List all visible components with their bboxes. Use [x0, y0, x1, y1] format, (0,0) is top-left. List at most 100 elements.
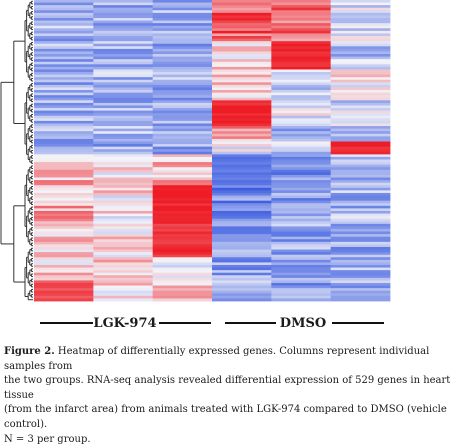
heatmap-cell: [152, 198, 213, 202]
heatmap-cell: [34, 23, 94, 27]
heatmap-cell: [330, 254, 391, 258]
heatmap-cell: [152, 95, 213, 99]
heatmap-cell: [271, 92, 332, 96]
heatmap-cell: [271, 200, 332, 204]
heatmap-cell: [330, 208, 391, 212]
heatmap-cell: [152, 115, 213, 119]
heatmap-cell: [152, 272, 213, 276]
heatmap-cell: [212, 177, 272, 181]
heatmap-cell: [271, 87, 332, 91]
heatmap-cell: [330, 162, 391, 166]
heatmap-cell: [34, 223, 94, 227]
heatmap-cell: [212, 282, 272, 286]
heatmap-cell: [152, 43, 213, 47]
heatmap-cell: [330, 293, 391, 297]
heatmap-cell: [330, 126, 391, 130]
heatmap-cell: [330, 46, 391, 50]
heatmap-cell: [212, 275, 272, 279]
heatmap-cell: [34, 192, 94, 196]
heatmap-cell: [152, 69, 213, 73]
heatmap-cell: [93, 56, 154, 60]
heatmap-cell: [271, 66, 332, 70]
heatmap-cell: [34, 131, 94, 135]
heatmap-cell: [271, 262, 332, 266]
heatmap-cell: [152, 41, 213, 45]
heatmap-cell: [93, 172, 154, 176]
heatmap-cell: [152, 97, 213, 101]
heatmap-cell: [34, 182, 94, 186]
heatmap-cell: [93, 5, 154, 9]
heatmap-cell: [212, 10, 272, 14]
heatmap-cell: [34, 156, 94, 160]
heatmap-cell: [330, 138, 391, 142]
heatmap-cell: [271, 95, 332, 99]
heatmap-cell: [34, 36, 94, 39]
heatmap-cell: [271, 221, 332, 225]
heatmap-cell: [212, 208, 272, 212]
heatmap-cell: [93, 174, 154, 178]
heatmap-cell: [93, 105, 154, 109]
heatmap-cell: [152, 213, 213, 217]
heatmap-cell: [330, 136, 391, 140]
heatmap-cell: [330, 226, 391, 230]
heatmap-cell: [212, 228, 272, 232]
heatmap-cell: [212, 79, 272, 83]
heatmap-cell: [93, 298, 154, 302]
heatmap-cell: [271, 100, 332, 104]
heatmap-cell: [212, 7, 272, 11]
group-bracket-dmso: DMSO: [225, 316, 384, 331]
heatmap-cell: [93, 123, 154, 127]
group-label-lgk-974: LGK-974: [93, 316, 156, 331]
heatmap-cell: [152, 282, 213, 286]
heatmap-cell: [212, 151, 272, 155]
heatmap-cell: [152, 205, 213, 209]
heatmap-cell: [152, 113, 213, 117]
heatmap-figure: LGK-974 DMSO: [0, 0, 391, 331]
heatmap-cell: [212, 102, 272, 106]
heatmap-cell: [93, 28, 154, 32]
heatmap-cell: [93, 231, 154, 235]
heatmap-cell: [93, 280, 154, 284]
heatmap-cell: [271, 295, 332, 299]
heatmap-cell: [152, 174, 213, 178]
heatmap-cell: [152, 228, 213, 232]
heatmap-cell: [271, 120, 332, 124]
heatmap-cell: [212, 226, 272, 230]
heatmap-cell: [330, 102, 391, 106]
heatmap-cell: [152, 92, 213, 96]
heatmap-cell: [330, 23, 391, 27]
heatmap-cell: [34, 244, 94, 248]
heatmap-cell: [330, 249, 391, 253]
heatmap-cell: [212, 18, 272, 21]
heatmap-cell: [93, 74, 154, 78]
heatmap-cell: [34, 295, 94, 299]
heatmap-cell: [152, 36, 213, 39]
heatmap-cell: [93, 210, 154, 214]
heatmap-cell: [271, 203, 332, 207]
heatmap-cell: [212, 288, 272, 292]
heatmap-cell: [152, 156, 213, 160]
heatmap-cell: [271, 280, 332, 284]
heatmap-cell: [152, 48, 213, 52]
heatmap-cell: [330, 272, 391, 276]
heatmap-cell: [212, 123, 272, 127]
heatmap-cell: [152, 216, 213, 220]
heatmap-cell: [34, 208, 94, 212]
heatmap-cell: [93, 203, 154, 207]
heatmap-cell: [330, 141, 391, 145]
heatmap-cell: [330, 84, 391, 88]
heatmap-cell: [152, 51, 213, 55]
heatmap-cell: [34, 77, 94, 81]
heatmap-cell: [93, 133, 154, 137]
heatmap-cell: [271, 172, 332, 176]
heatmap-cell: [34, 72, 94, 75]
heatmap-cell: [212, 74, 272, 78]
heatmap-cell: [93, 239, 154, 243]
heatmap-cell: [330, 18, 391, 21]
heatmap-cell: [330, 290, 391, 294]
heatmap-cell: [330, 95, 391, 99]
heatmap-cell: [34, 0, 94, 3]
heatmap-cell: [152, 136, 213, 140]
heatmap-cell: [212, 213, 272, 217]
heatmap-cell: [93, 164, 154, 168]
